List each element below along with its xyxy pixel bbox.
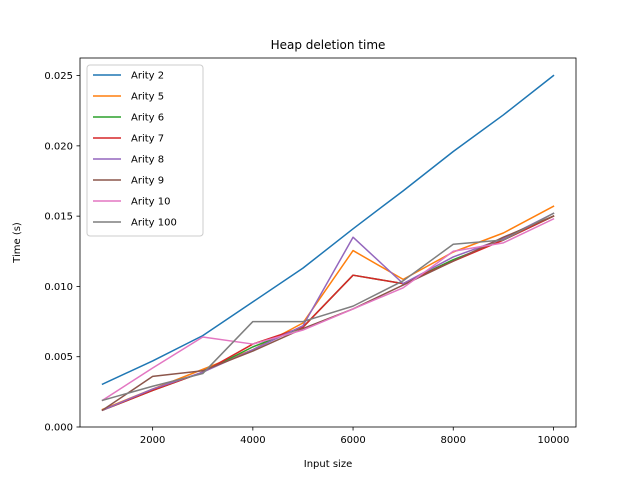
legend-label-arity-9: Arity 9 (131, 176, 164, 187)
legend-label-arity-8: Arity 8 (131, 155, 164, 166)
x-tick-label: 4000 (240, 435, 265, 446)
y-axis-ticks: 0.000 0.005 0.010 0.015 0.020 0.025 (44, 71, 80, 434)
y-axis-label: Time (s) (12, 222, 23, 264)
legend: Arity 2 Arity 5 Arity 6 Arity 7 Arity 8 Arity… (86, 64, 204, 237)
y-tick-label: 0.005 (44, 352, 73, 363)
legend-label-arity-10: Arity 10 (131, 197, 170, 208)
x-tick-label: 6000 (340, 435, 365, 446)
axes-frame (79, 57, 577, 428)
legend-label-arity-7: Arity 7 (131, 134, 164, 145)
x-axis-label: Input size (304, 459, 352, 470)
axes (79, 57, 577, 428)
y-tick-label: 0.000 (44, 423, 73, 434)
legend-box (86, 64, 204, 237)
legend-label-arity-5: Arity 5 (131, 92, 164, 103)
x-tick-label: 2000 (140, 435, 165, 446)
plot-area (101, 74, 555, 412)
x-tick-label: 10000 (538, 435, 570, 446)
y-tick-label: 0.025 (44, 71, 73, 82)
legend-label-arity-100: Arity 100 (131, 218, 177, 229)
legend-label-arity-2: Arity 2 (131, 71, 164, 82)
y-tick-label: 0.010 (44, 282, 73, 293)
series-line-arity-10 (101, 217, 555, 402)
x-axis-ticks: 2000 4000 6000 8000 10000 (140, 427, 569, 446)
series-line-arity-100 (101, 212, 555, 402)
legend-label-arity-6: Arity 6 (131, 113, 164, 124)
y-tick-label: 0.020 (44, 141, 73, 152)
y-tick-label: 0.015 (44, 212, 73, 223)
chart-title: Heap deletion time (271, 38, 386, 52)
series-line-arity-2 (101, 74, 555, 386)
x-tick-label: 8000 (441, 435, 466, 446)
